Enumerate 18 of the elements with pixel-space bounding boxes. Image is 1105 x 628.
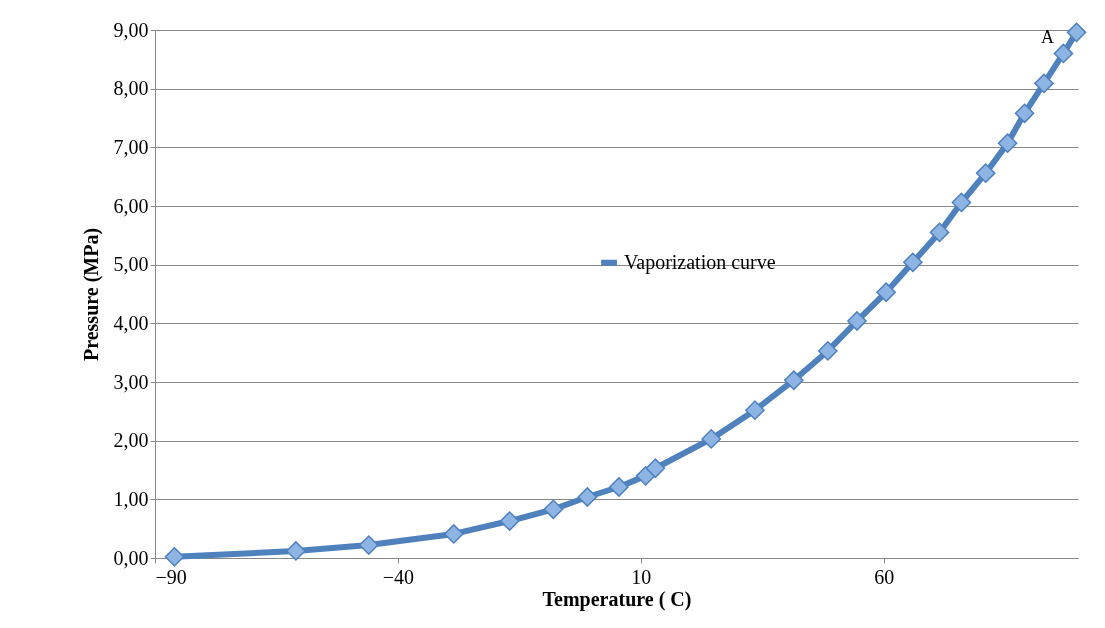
x-axis-title: Temperature ( C) [542, 587, 692, 611]
x-tick-label: 60 [874, 565, 895, 588]
y-tick-label: 7,00 [113, 135, 149, 158]
y-tick-label: 5,00 [113, 253, 149, 276]
y-tick-label: 4,00 [113, 311, 149, 334]
legend-label: Vaporization curve [624, 250, 776, 274]
y-tick-label: 1,00 [113, 487, 149, 510]
y-axis-title: Pressure (MPa) [79, 227, 103, 362]
x-tick-label: 10 [631, 565, 652, 588]
annotation: A [1041, 27, 1054, 47]
y-tick-label: 2,00 [113, 429, 149, 452]
y-tick-label: 0,00 [113, 546, 149, 569]
x-tick-label: −40 [382, 565, 415, 588]
y-tick-label: 9,00 [113, 18, 149, 41]
y-tick-label: 6,00 [113, 194, 149, 217]
x-tick-label: −90 [155, 565, 187, 588]
y-tick-label: 8,00 [113, 77, 149, 100]
y-tick-label: 3,00 [113, 370, 149, 393]
